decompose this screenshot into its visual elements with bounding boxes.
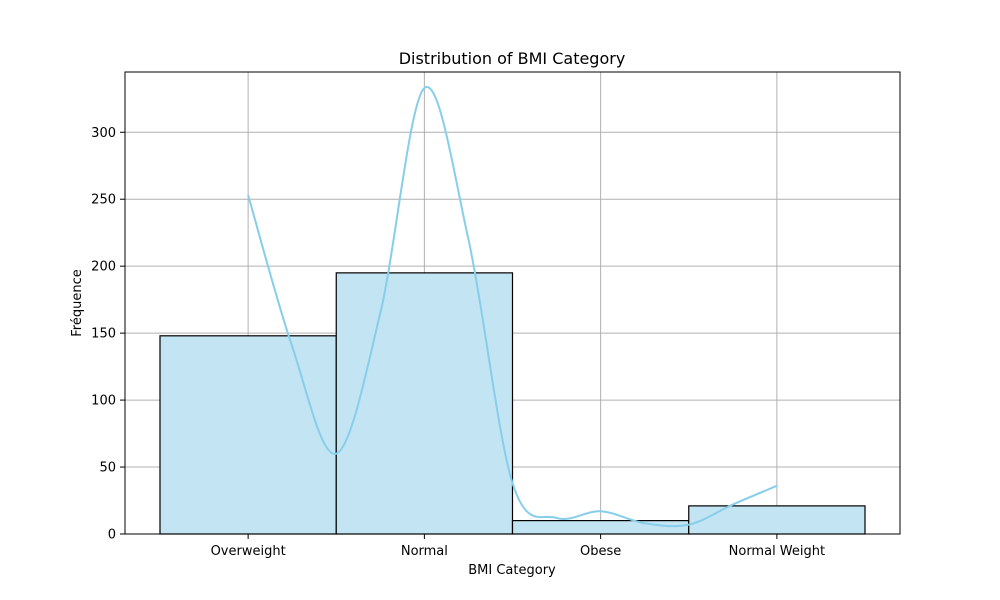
axis-ticks: 0 50 100 150 200 250 300 Overweight Normal Obese N… <box>91 126 825 559</box>
x-tick-label: Obese <box>580 544 621 559</box>
bar-obese <box>511 520 690 535</box>
y-axis-label: Fréquence <box>70 269 85 336</box>
y-tick-label: 250 <box>91 193 116 208</box>
y-tick-label: 0 <box>108 528 116 543</box>
x-axis-label: BMI Category <box>468 563 556 578</box>
y-tick-label: 50 <box>99 461 116 476</box>
bar-normal-weight <box>688 505 866 535</box>
x-tick-label: Normal Weight <box>729 544 825 559</box>
kde-curve <box>247 86 778 528</box>
x-tick-label: Overweight <box>211 544 286 559</box>
chart-title: Distribution of BMI Category <box>399 49 626 68</box>
plot-area-frame <box>124 71 901 535</box>
y-tick-label: 200 <box>91 260 116 275</box>
bars <box>159 272 866 535</box>
y-tick-label: 150 <box>91 327 116 342</box>
y-tick-label: 100 <box>91 394 116 409</box>
x-tick-label: Normal <box>401 544 448 559</box>
bar-normal <box>335 272 514 535</box>
y-tick-label: 300 <box>91 126 116 141</box>
bar-overweight <box>159 335 337 535</box>
kde-curve-layer <box>247 86 778 528</box>
